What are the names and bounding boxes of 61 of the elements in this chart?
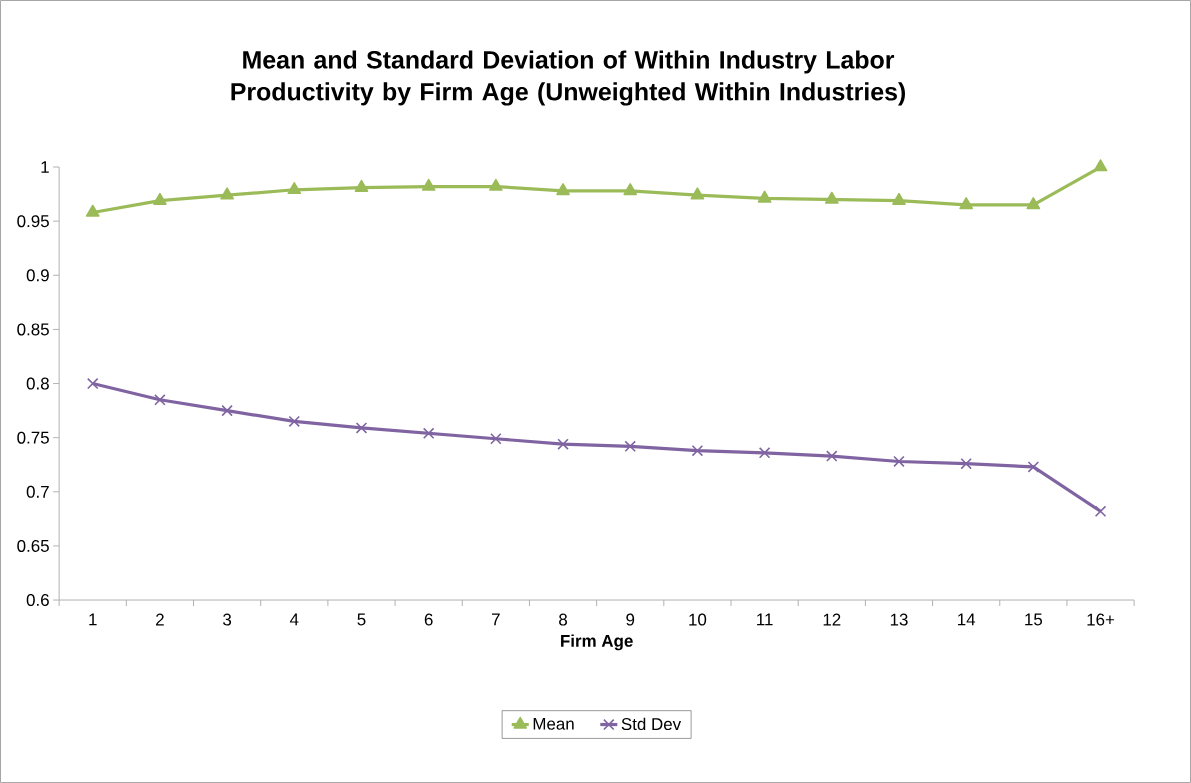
y-tick-label: 0.8 <box>26 377 49 390</box>
x-tick-label: 14 <box>958 613 976 626</box>
y-tick-label: 0.85 <box>17 323 49 336</box>
x-tick-label: 6 <box>424 613 433 626</box>
point <box>691 444 704 457</box>
y-tick-label: 0.9 <box>26 269 49 282</box>
legend-label: Mean <box>533 717 574 730</box>
point <box>690 187 705 200</box>
x-tick-label: 12 <box>823 613 841 626</box>
point <box>221 404 233 417</box>
x-tick-label: 10 <box>689 613 707 626</box>
point <box>153 192 167 205</box>
y-tick-label: 0.65 <box>17 539 49 552</box>
x-tick-label: 1 <box>89 613 97 626</box>
x-tick-label: 3 <box>223 613 232 626</box>
y-tick-label: 0.95 <box>17 215 49 228</box>
y-tick-label: 0.7 <box>26 485 49 498</box>
point <box>1093 159 1108 172</box>
x-tick-label: 11 <box>757 613 773 626</box>
point <box>824 191 839 204</box>
x-tick-label: 5 <box>357 613 366 626</box>
x-axis-title: Firm Age <box>561 634 633 651</box>
point <box>287 181 302 195</box>
y-tick-label: 0.75 <box>17 431 49 444</box>
x-tick-label: 2 <box>156 613 164 626</box>
point <box>624 440 636 453</box>
point <box>1026 197 1041 210</box>
point <box>1094 505 1107 518</box>
x-tick-label: 4 <box>289 613 299 626</box>
point <box>960 457 972 470</box>
point <box>893 455 905 468</box>
point <box>557 438 569 450</box>
x-tick-label: 8 <box>559 613 568 626</box>
x-tick-label: 16+ <box>1087 613 1115 626</box>
point <box>355 422 368 434</box>
y-tick-label: 1 <box>41 161 49 173</box>
chart-title: Mean and Standard Deviation of Within Industry Labor Productivity by Firm Age (Unweighted Within Industries) <box>231 50 905 106</box>
point <box>490 433 502 445</box>
point <box>154 394 166 406</box>
point <box>556 183 570 196</box>
point <box>86 377 99 390</box>
y-tick-label: 0.6 <box>26 594 49 607</box>
point <box>959 197 974 210</box>
point <box>758 447 771 459</box>
legend-label: Std Dev <box>621 717 682 731</box>
point <box>623 183 638 196</box>
point <box>892 192 906 205</box>
x-tick-label: 9 <box>626 613 635 626</box>
point <box>422 427 435 440</box>
x-tick-label: 7 <box>492 613 500 626</box>
point <box>421 178 436 191</box>
point <box>220 187 234 200</box>
point <box>354 179 369 192</box>
point <box>488 178 503 191</box>
x-tick-label: 15 <box>1025 613 1043 626</box>
point <box>85 204 100 217</box>
x-tick-label: 13 <box>890 613 908 626</box>
point <box>288 415 301 428</box>
point <box>757 190 772 203</box>
point <box>826 450 838 462</box>
point <box>1027 461 1040 473</box>
